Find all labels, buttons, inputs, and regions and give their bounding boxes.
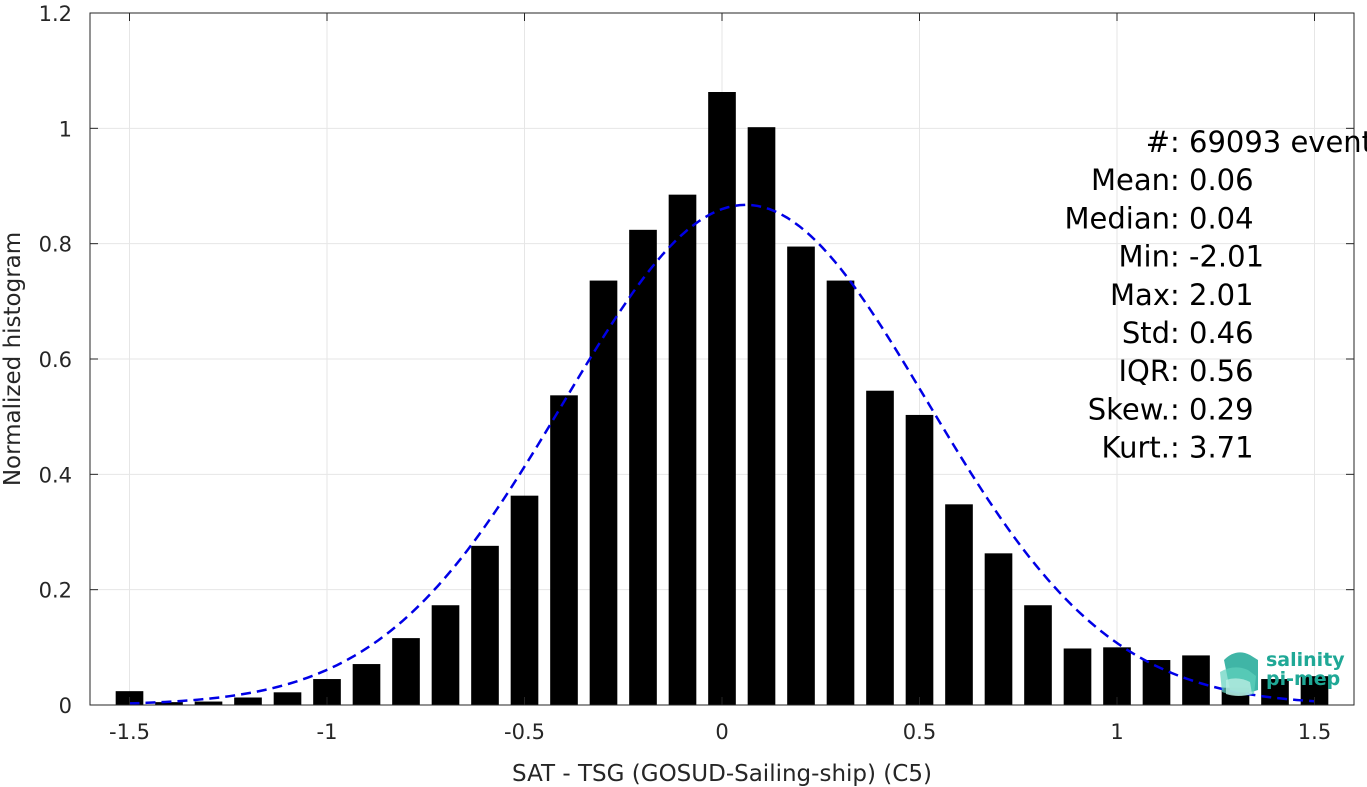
histogram-bar-6 (352, 664, 381, 705)
y-tick-label-1: 0.2 (39, 579, 72, 603)
x-axis-label: SAT - TSG (GOSUD-Sailing-ship) (C5) (512, 761, 932, 787)
stat-label-1: Mean (1091, 163, 1170, 197)
y-tick-label-3: 0.6 (39, 348, 72, 372)
histogram-bar-24 (1063, 648, 1092, 705)
stat-value-8: : 3.71 (1170, 431, 1254, 465)
stat-label-8: Kurt. (1102, 431, 1170, 465)
histogram-bar-3 (234, 697, 262, 705)
histogram-bar-17 (787, 246, 815, 706)
logo-line1: salinity (1266, 649, 1345, 671)
histogram-bar-18 (826, 280, 855, 705)
histogram-bar-29 (1261, 679, 1289, 705)
y-tick-labels: 0 0.2 0.4 0.6 0.8 1 1.2 (39, 2, 72, 718)
stat-value-2: : 0.04 (1170, 201, 1254, 235)
salinity-pi-mep-logo: salinity pi-mep (1220, 649, 1345, 696)
histogram-bar-14 (668, 194, 697, 705)
histogram-bar-2 (194, 701, 223, 705)
histogram-bar-21 (945, 504, 973, 705)
histogram-bar-20 (905, 414, 934, 705)
histogram-bar-7 (392, 638, 420, 705)
x-tick-label-6: 1.5 (1298, 720, 1331, 744)
histogram-bar-25 (1103, 647, 1131, 705)
histogram-bar-19 (866, 390, 894, 705)
gaussian-fit-curve (129, 203, 1315, 705)
x-tick-label-1: -1 (317, 720, 338, 744)
y-axis-label: Normalized histogram (0, 232, 26, 486)
y-tick-label-4: 0.8 (39, 233, 72, 257)
stat-value-0: : 69093 events (1170, 125, 1367, 159)
stat-label-3: Min (1119, 240, 1170, 274)
histogram-bar-1 (155, 702, 183, 705)
histogram-bars (115, 92, 1329, 706)
histogram-bar-27 (1182, 655, 1210, 705)
histogram-bar-13 (629, 229, 657, 705)
x-tick-label-3: 0 (715, 720, 728, 744)
x-tick-label-0: -1.5 (109, 720, 150, 744)
histogram-bar-4 (273, 692, 302, 705)
histogram-bar-23 (1024, 605, 1052, 705)
axis-ticks (90, 12, 1354, 706)
logo-line2: pi-mep (1266, 668, 1340, 690)
stat-label-2: Median (1065, 201, 1170, 235)
stat-label-7: Skew. (1088, 392, 1170, 426)
stat-label-4: Max (1110, 278, 1170, 312)
histogram-bar-12 (589, 280, 618, 705)
x-tick-label-2: -0.5 (504, 720, 545, 744)
x-tick-label-4: 0.5 (903, 720, 936, 744)
stat-label-6: IQR (1118, 354, 1170, 388)
x-tick-labels: -1.5 -1 -0.5 0 0.5 1 1.5 (109, 720, 1331, 744)
stat-label-5: Std (1122, 316, 1170, 350)
stat-value-4: : 2.01 (1170, 278, 1254, 312)
y-tick-label-0: 0 (59, 694, 72, 718)
y-tick-label-2: 0.4 (39, 463, 72, 487)
stat-value-3: : -2.01 (1170, 240, 1264, 274)
stat-value-7: : 0.29 (1170, 392, 1254, 426)
histogram-bar-22 (984, 553, 1013, 705)
histogram-bar-10 (510, 495, 539, 705)
histogram-bar-8 (431, 605, 460, 705)
wave-logo-icon (1220, 652, 1258, 696)
histogram-bar-16 (747, 127, 776, 706)
histogram-bar-15 (708, 92, 736, 705)
stat-value-5: : 0.46 (1170, 316, 1254, 350)
histogram-bar-11 (550, 395, 578, 705)
stat-value-6: : 0.56 (1170, 354, 1254, 388)
y-tick-label-6: 1.2 (39, 2, 72, 26)
stat-label-0: # (1146, 125, 1170, 159)
stat-value-1: : 0.06 (1170, 163, 1254, 197)
y-tick-label-5: 1 (59, 117, 72, 141)
histogram-bar-9 (471, 545, 499, 705)
x-tick-label-5: 1 (1110, 720, 1123, 744)
